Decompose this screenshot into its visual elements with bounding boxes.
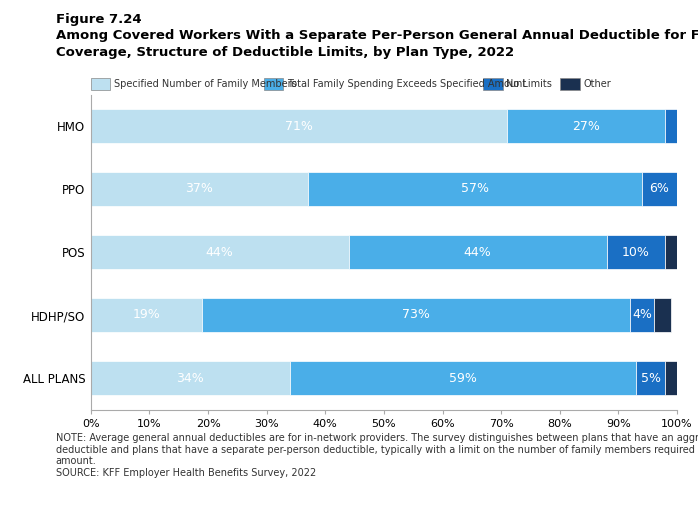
Bar <box>91 172 308 206</box>
Bar <box>642 172 677 206</box>
Text: Other: Other <box>584 79 611 89</box>
Text: Figure 7.24: Figure 7.24 <box>56 13 142 26</box>
Bar <box>308 172 642 206</box>
Text: 73%: 73% <box>402 309 430 321</box>
Text: Among Covered Workers With a Separate Per-Person General Annual Deductible for F: Among Covered Workers With a Separate Pe… <box>56 29 698 42</box>
Text: 71%: 71% <box>285 120 313 132</box>
Text: NOTE: Average general annual deductibles are for in-network providers. The surve: NOTE: Average general annual deductibles… <box>56 433 698 478</box>
Bar <box>665 109 677 143</box>
Bar <box>349 235 607 269</box>
Bar <box>507 109 665 143</box>
Bar <box>91 298 202 332</box>
Text: 10%: 10% <box>622 246 650 258</box>
Bar <box>202 298 630 332</box>
Bar <box>290 361 636 395</box>
Bar <box>91 109 507 143</box>
Text: 19%: 19% <box>133 309 161 321</box>
Text: Total Family Spending Exceeds Specified Amount: Total Family Spending Exceeds Specified … <box>287 79 526 89</box>
Bar <box>665 235 677 269</box>
Text: 44%: 44% <box>464 246 491 258</box>
Text: 34%: 34% <box>177 372 205 384</box>
Bar <box>665 361 677 395</box>
Bar <box>630 298 653 332</box>
Text: 57%: 57% <box>461 183 489 195</box>
Text: No Limits: No Limits <box>506 79 552 89</box>
Text: 4%: 4% <box>632 309 652 321</box>
Bar <box>653 298 671 332</box>
Text: 5%: 5% <box>641 372 661 384</box>
Bar <box>636 361 665 395</box>
Bar <box>91 361 290 395</box>
Text: 27%: 27% <box>572 120 600 132</box>
Text: 59%: 59% <box>449 372 477 384</box>
Text: Specified Number of Family Members: Specified Number of Family Members <box>114 79 297 89</box>
Bar <box>607 235 665 269</box>
Bar <box>91 235 349 269</box>
Text: Coverage, Structure of Deductible Limits, by Plan Type, 2022: Coverage, Structure of Deductible Limits… <box>56 46 514 59</box>
Text: 44%: 44% <box>206 246 234 258</box>
Text: 6%: 6% <box>650 183 669 195</box>
Text: 37%: 37% <box>185 183 213 195</box>
